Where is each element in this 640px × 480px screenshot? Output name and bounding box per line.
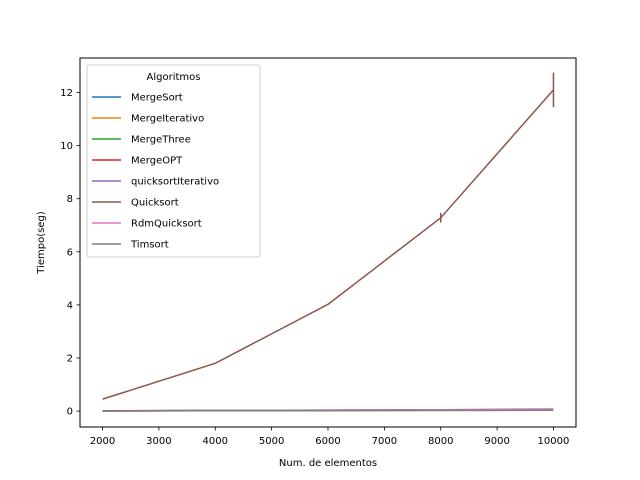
- series-quicksort: [102, 72, 555, 400]
- legend-entry-label: Timsort: [130, 240, 169, 251]
- x-tick-label: 8000: [428, 436, 453, 447]
- x-axis-ticks: 2000 3000 4000 5000 6000 7000 8000 9000 10000: [90, 427, 570, 447]
- x-axis-label: Num. de elementos: [279, 458, 377, 469]
- y-tick-label: 0: [67, 407, 73, 418]
- legend: Algoritmos MergeSort MergeIterativo MergeT…: [86, 64, 261, 258]
- series-timsort: [102, 409, 554, 412]
- legend-title: Algoritmos: [147, 72, 201, 83]
- y-tick-label: 2: [67, 353, 73, 364]
- series-layer: [102, 72, 555, 412]
- legend-entry-label: quicksortIterativo: [131, 177, 219, 188]
- x-tick-label: 10000: [538, 436, 570, 447]
- y-tick-label: 10: [60, 141, 73, 152]
- x-tick-label: 7000: [372, 436, 397, 447]
- legend-entry-label: MergeThree: [131, 135, 191, 146]
- x-tick-label: 5000: [259, 436, 284, 447]
- legend-entry-label: MergeIterativo: [131, 114, 204, 125]
- x-tick-label: 4000: [203, 436, 228, 447]
- x-tick-label: 3000: [146, 436, 171, 447]
- y-tick-label: 8: [67, 194, 73, 205]
- legend-entry-label: RdmQuicksort: [131, 219, 202, 230]
- series-line: [102, 89, 555, 400]
- legend-entry-label: MergeOPT: [131, 156, 183, 167]
- legend-entry-label: MergeSort: [131, 93, 183, 104]
- legend-entry-label: Quicksort: [131, 198, 179, 209]
- x-tick-label: 2000: [90, 436, 115, 447]
- y-tick-label: 12: [60, 88, 73, 99]
- x-tick-label: 9000: [484, 436, 509, 447]
- series-line: [102, 409, 554, 412]
- legend-items: MergeSort MergeIterativo MergeThree MergeOP…: [92, 93, 219, 251]
- x-tick-label: 6000: [315, 436, 340, 447]
- legend-box: [86, 64, 261, 258]
- y-tick-label: 6: [67, 247, 73, 258]
- y-tick-label: 4: [67, 300, 73, 311]
- y-axis-label: Tiempo(seg): [36, 211, 47, 275]
- y-axis-ticks: 0 2 4 6 8 10 12: [60, 88, 80, 418]
